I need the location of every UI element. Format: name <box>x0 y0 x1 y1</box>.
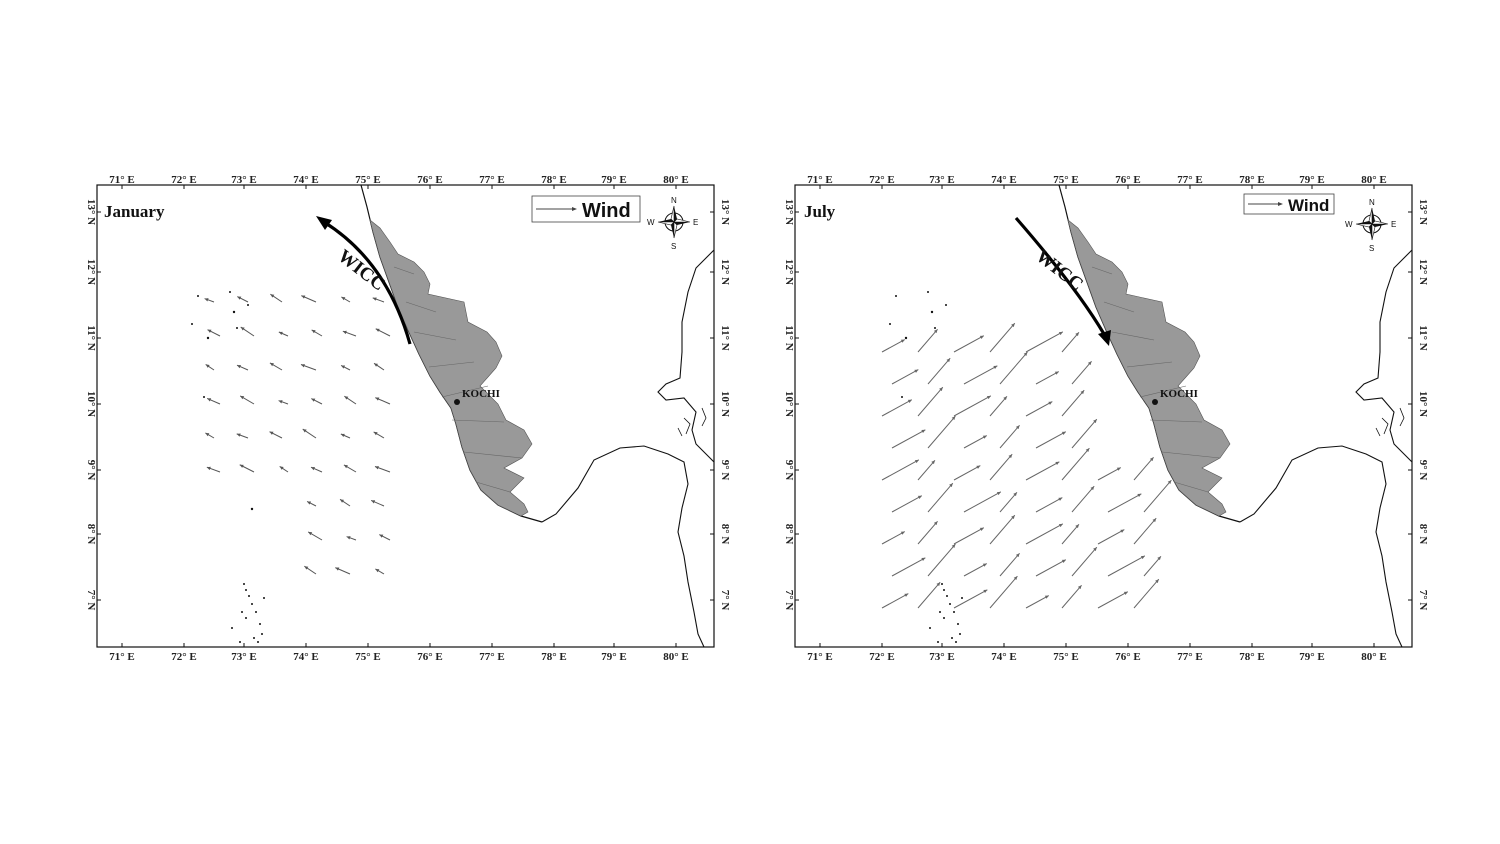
y-tick-label: 8° N <box>719 524 731 545</box>
kochi-marker <box>1152 399 1158 405</box>
y-tick-label: 13° N <box>719 199 731 225</box>
compass-s: S <box>671 242 676 251</box>
legend-label: Wind <box>582 200 631 222</box>
compass-w: W <box>1345 220 1353 229</box>
x-tick-label: 73° E <box>929 174 955 186</box>
x-tick-label: 80° E <box>663 651 689 663</box>
y-tick-label: 11° N <box>85 325 97 351</box>
y-tick-label: 12° N <box>783 259 795 285</box>
x-tick-label: 76° E <box>1115 651 1141 663</box>
map-panel-july: 71° E 72° E 73° E 74° E 75° E 76° E 77° E 78° E… <box>782 172 1422 668</box>
compass-e: E <box>693 218 698 227</box>
kochi-label: KOCHI <box>462 388 500 400</box>
x-tick-label: 79° E <box>1299 174 1325 186</box>
kochi-label: KOCHI <box>1160 388 1198 400</box>
x-tick-label: 75° E <box>1053 651 1079 663</box>
y-tick-label: 11° N <box>719 325 731 351</box>
x-tick-label: 71° E <box>807 174 833 186</box>
x-tick-label: 77° E <box>479 651 505 663</box>
x-tick-label: 72° E <box>171 174 197 186</box>
legend-label: Wind <box>1288 196 1329 215</box>
x-tick-label: 71° E <box>109 651 135 663</box>
y-tick-label: 9° N <box>719 460 731 481</box>
x-tick-label: 76° E <box>1115 174 1141 186</box>
x-tick-label: 74° E <box>991 174 1017 186</box>
y-tick-label: 8° N <box>1417 524 1429 545</box>
month-label: July <box>804 202 836 221</box>
x-tick-label: 74° E <box>293 174 319 186</box>
y-tick-label: 11° N <box>1417 325 1429 351</box>
compass-s: S <box>1369 244 1374 253</box>
y-tick-label: 13° N <box>1417 199 1429 225</box>
y-tick-label: 7° N <box>1417 590 1429 611</box>
y-tick-label: 11° N <box>783 325 795 351</box>
y-tick-label: 7° N <box>783 590 795 611</box>
compass-n: N <box>671 196 677 205</box>
y-tick-label: 13° N <box>783 199 795 225</box>
y-tick-label: 10° N <box>85 391 97 417</box>
month-label: January <box>104 202 165 221</box>
y-tick-label: 9° N <box>783 460 795 481</box>
y-tick-label: 9° N <box>85 460 97 481</box>
x-tick-label: 73° E <box>929 651 955 663</box>
y-tick-label: 7° N <box>719 590 731 611</box>
y-tick-label: 8° N <box>783 524 795 545</box>
wind-legend: Wind <box>1244 194 1334 215</box>
x-tick-label: 73° E <box>231 174 257 186</box>
y-tick-label: 12° N <box>1417 259 1429 285</box>
x-tick-label: 77° E <box>1177 174 1203 186</box>
x-tick-label: 71° E <box>807 651 833 663</box>
x-tick-label: 72° E <box>869 651 895 663</box>
y-tick-label: 10° N <box>719 391 731 417</box>
compass-n: N <box>1369 198 1375 207</box>
x-tick-label: 76° E <box>417 651 443 663</box>
x-tick-label: 80° E <box>663 174 689 186</box>
y-tick-label: 10° N <box>1417 391 1429 417</box>
x-tick-label: 72° E <box>869 174 895 186</box>
x-tick-label: 74° E <box>991 651 1017 663</box>
compass-w: W <box>647 218 655 227</box>
y-tick-label: 12° N <box>719 259 731 285</box>
y-tick-label: 9° N <box>1417 460 1429 481</box>
y-tick-label: 8° N <box>85 524 97 545</box>
x-tick-label: 77° E <box>1177 651 1203 663</box>
y-tick-label: 7° N <box>85 590 97 611</box>
x-tick-label: 78° E <box>1239 174 1265 186</box>
map-panel-january: 71° E 72° E 73° E 74° E 75° E 76° E 77° E 78° E… <box>84 172 724 668</box>
map-svg-july: 71° E 72° E 73° E 74° E 75° E 76° E 77° E 78° E… <box>782 172 1422 668</box>
x-tick-label: 72° E <box>171 651 197 663</box>
map-frame <box>795 185 1412 647</box>
x-tick-label: 75° E <box>355 651 381 663</box>
x-tick-label: 79° E <box>601 651 627 663</box>
x-tick-label: 77° E <box>479 174 505 186</box>
x-tick-label: 78° E <box>541 174 567 186</box>
x-tick-label: 79° E <box>1299 651 1325 663</box>
x-tick-label: 71° E <box>109 174 135 186</box>
x-tick-label: 75° E <box>1053 174 1079 186</box>
x-tick-label: 80° E <box>1361 651 1387 663</box>
x-tick-label: 78° E <box>1239 651 1265 663</box>
x-tick-label: 75° E <box>355 174 381 186</box>
y-tick-label: 10° N <box>783 391 795 417</box>
x-tick-label: 76° E <box>417 174 443 186</box>
x-tick-label: 80° E <box>1361 174 1387 186</box>
map-frame <box>97 185 714 647</box>
y-tick-label: 12° N <box>85 259 97 285</box>
map-svg-january: 71° E 72° E 73° E 74° E 75° E 76° E 77° E 78° E… <box>84 172 724 668</box>
compass-e: E <box>1391 220 1396 229</box>
x-tick-label: 78° E <box>541 651 567 663</box>
x-tick-label: 73° E <box>231 651 257 663</box>
kochi-marker <box>454 399 460 405</box>
wind-legend: Wind <box>532 196 640 222</box>
y-tick-label: 13° N <box>85 199 97 225</box>
x-tick-label: 74° E <box>293 651 319 663</box>
x-tick-label: 79° E <box>601 174 627 186</box>
